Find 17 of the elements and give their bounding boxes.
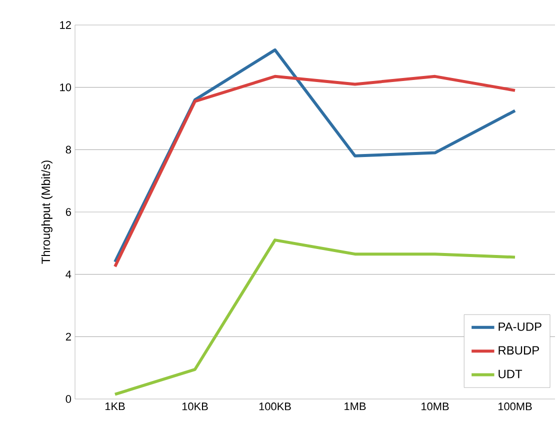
y-tick-label: 10: [60, 83, 72, 92]
x-tick-label: 10MB: [422, 402, 449, 410]
y-tick-label: 12: [60, 21, 71, 29]
y-tick-label: 8: [66, 146, 71, 154]
x-tick-label: 100KB: [259, 402, 291, 410]
x-tick-label: 100MB: [498, 402, 532, 410]
y-tick-label: 2: [66, 332, 71, 340]
y-axis-title: Throughput (Mbit/s): [41, 160, 52, 264]
x-tick-label: 1KB: [105, 402, 125, 410]
legend-label: UDT: [498, 370, 522, 378]
x-tick-label: 1MB: [344, 402, 366, 410]
y-tick-label: 4: [66, 270, 72, 278]
legend-label: PA-UDP: [498, 322, 542, 331]
y-tick-label: 0: [66, 395, 72, 403]
y-tick-label: 6: [66, 208, 71, 216]
legend-label: RBUDP: [498, 346, 539, 355]
x-tick-label: 10KB: [182, 402, 208, 410]
